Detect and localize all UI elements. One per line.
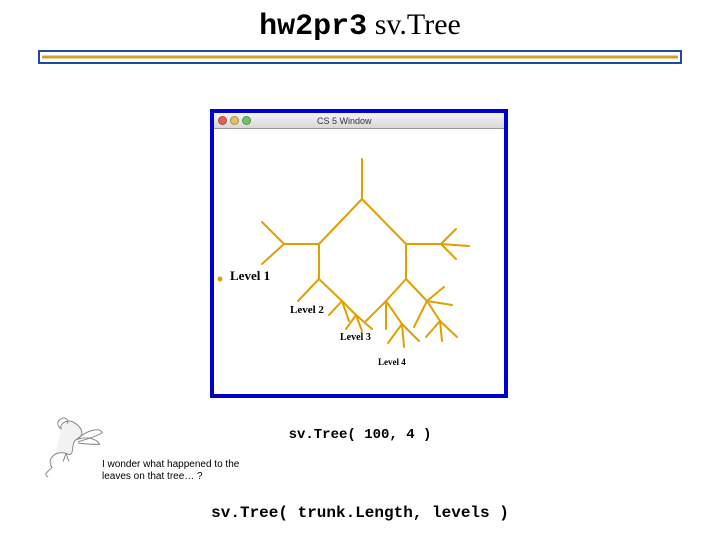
title-plain-part: sv.Tree [367, 8, 461, 41]
window-title: CS 5 Window [317, 116, 372, 126]
close-icon[interactable] [218, 116, 227, 125]
app-window: CS 5 Window [210, 109, 508, 398]
function-signature: sv.Tree( trunk.Length, levels ) [0, 504, 720, 522]
minimize-icon[interactable] [230, 116, 239, 125]
window-titlebar: CS 5 Window [214, 113, 504, 129]
traffic-lights [218, 116, 251, 125]
title-code-part: hw2pr3 [259, 10, 367, 44]
tree-canvas [214, 129, 504, 389]
zoom-icon[interactable] [242, 116, 251, 125]
call-example: sv.Tree( 100, 4 ) [0, 427, 720, 443]
dragon-mascot-icon [38, 408, 108, 478]
level-label-4: Level 4 [378, 357, 406, 367]
level-label-1: Level 1 [230, 268, 270, 284]
slide-title: hw2pr3 sv.Tree [0, 0, 720, 44]
level-label-3: Level 3 [340, 332, 371, 343]
title-underline [38, 50, 682, 64]
level-label-2: Level 2 [290, 304, 324, 316]
aside-note: I wonder what happened to the leaves on … [102, 459, 252, 482]
